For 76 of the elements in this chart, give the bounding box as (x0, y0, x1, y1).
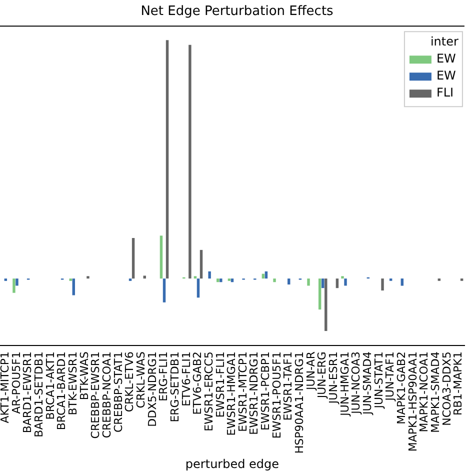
x-tick-label: AKT1-MITCP1 (0, 352, 12, 424)
x-tick-label: EWSR1-POU5F1 (270, 352, 284, 439)
bar (16, 278, 18, 286)
bar (162, 278, 166, 302)
x-tick-label: AR-POU5F1 (10, 352, 23, 414)
x-axis-title: perturbed edge (185, 456, 280, 471)
x-tick-label: JUN-NCOA3 (350, 352, 363, 415)
bar (166, 40, 169, 279)
x-tick-label: EWSR1-PCBP1 (259, 352, 272, 430)
bar (336, 278, 339, 288)
x-tick-label: CRKL-WAS (134, 352, 148, 408)
bar (322, 278, 324, 288)
x-tick-label: EWSR1-NDRG1 (248, 352, 261, 435)
x-tick-label: ETV6-FLI1 (180, 352, 193, 406)
x-tick-label: HSP90AA1-NDRG1 (293, 352, 306, 454)
x-tick-label: MAPK1-GAB2 (395, 352, 408, 424)
x-tick-label: JUN-STAT1 (372, 352, 386, 410)
bar (132, 238, 135, 279)
bar (194, 276, 197, 279)
x-tick-label: CREBBP-EWSR1 (89, 352, 102, 439)
x-tick-label: EWSR1-FLI1 (214, 352, 227, 418)
x-tick-label: ERG-FLI1 (157, 352, 170, 402)
bar (264, 271, 268, 279)
x-tick-label: BTK-EWSR1 (66, 352, 80, 416)
bar (160, 236, 163, 279)
bar (216, 278, 220, 282)
x-tick-label: JUN-HMGA1 (338, 352, 352, 417)
bar (188, 44, 192, 279)
x-tick-label: BTK-WAS (78, 352, 91, 400)
x-tick-label: RB1-MAPK1 (452, 352, 465, 416)
x-tick-label: BRCA1-BARD1 (55, 352, 68, 430)
bar (307, 278, 310, 286)
x-tick-label: JUN-TAF1 (384, 352, 397, 402)
x-tick-label: JUN-SMAD4 (361, 352, 374, 416)
x-tick-label: MAPK1-NCOA1 (418, 352, 431, 432)
bar (400, 278, 404, 286)
bar (230, 278, 234, 282)
x-tick-label: DDX5-NDRG1 (146, 352, 159, 427)
bar (318, 278, 322, 310)
x-tick-label: BARD1-EWSR1 (21, 352, 34, 434)
x-tick-label: BRCA1-AKT1 (44, 352, 57, 420)
bar (381, 278, 384, 290)
x-tick-label: ERG-SETDB1 (168, 352, 182, 422)
x-tick-label: CREBBP-STAT1 (112, 352, 125, 432)
legend-label: EW (436, 52, 456, 66)
x-tick-label: CRKL-ETV6 (123, 352, 136, 412)
bar (220, 278, 222, 282)
bar (86, 276, 90, 279)
x-tick-label: MAPK1-SMAD4 (429, 352, 442, 433)
bar (288, 278, 290, 284)
x-tick-label: JUN-AR (304, 351, 318, 391)
legend-title: inter (430, 34, 458, 49)
x-tick-label: JUN-ERG (316, 352, 329, 400)
bar (324, 278, 328, 331)
bar (273, 278, 276, 282)
x-tick-label: MAPK1-HSP90AA1 (406, 352, 420, 452)
x-tick-label: ETV6-GAB2 (191, 352, 204, 415)
legend-label: FLI (436, 86, 454, 100)
x-tick-label: EWSR1-TAF1 (282, 352, 295, 421)
x-tick-label: EWSR1-ERCC5 (202, 352, 216, 432)
x-tick-label: BARD1-SETDB1 (32, 352, 46, 438)
bar (208, 271, 211, 279)
chart-title: Net Edge Perturbation Effects (140, 4, 334, 20)
x-tick-label: EWSR1-MTCP1 (236, 352, 250, 432)
legend-label: EW (436, 68, 456, 83)
x-tick-label: CREBBP-NCOA1 (100, 352, 114, 438)
x-tick-label: EWSR1-HMGA1 (225, 352, 238, 436)
bar (196, 278, 200, 298)
x-tick-label: NCOA3-DDX5 (440, 352, 454, 426)
bar (143, 276, 146, 279)
x-tick-label: JUN-ESR1 (327, 352, 340, 405)
bar (341, 276, 344, 279)
bar (12, 278, 16, 293)
bar (344, 278, 347, 286)
bar (200, 250, 203, 279)
bar (72, 278, 75, 296)
